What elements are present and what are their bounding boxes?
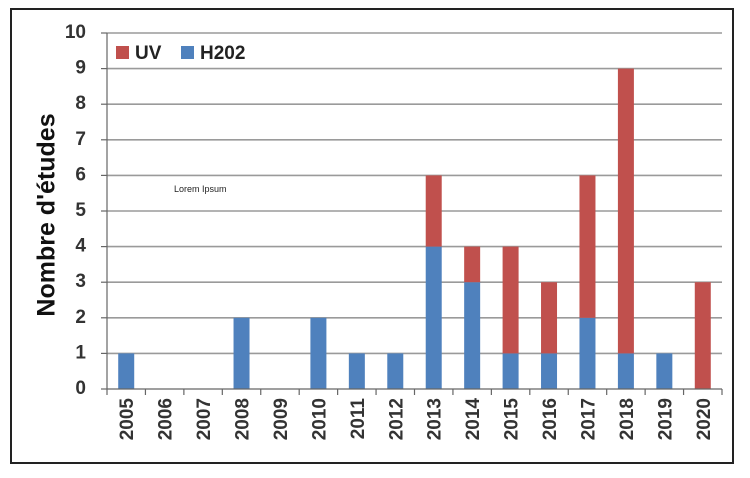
annotation-text: Lorem Ipsum: [174, 184, 227, 194]
bar-h202-2016: [541, 353, 558, 389]
x-tick-label: 2005: [117, 398, 138, 441]
y-tick-label: 10: [65, 22, 86, 43]
y-axis-ticks: 0 1 2 3 4 5 6 7 8 9 10: [65, 22, 87, 399]
bar-uv-2020: [694, 282, 711, 389]
y-tick-label: 1: [75, 342, 86, 363]
y-tick-label: 2: [75, 307, 86, 328]
bar-uv-2013: [425, 175, 442, 247]
legend-swatch-uv: [116, 46, 129, 59]
x-tick-label: 2013: [425, 398, 446, 440]
bar-uv-2018: [617, 68, 634, 354]
bar-h202-2018: [617, 353, 634, 389]
bar-h202-2013: [425, 246, 442, 389]
bar-h202-2012: [387, 353, 404, 389]
legend-label-h202: H202: [200, 43, 245, 64]
x-tick-label: 2018: [617, 398, 638, 440]
bar-uv-2015: [502, 246, 519, 354]
y-axis-label: Nombre d'études: [33, 113, 61, 316]
legend-swatch-h202: [181, 46, 194, 59]
x-tick-label: 2008: [233, 398, 254, 440]
bar-h202-2017: [579, 317, 596, 389]
y-tick-label: 7: [75, 129, 86, 150]
x-tick-label: 2019: [655, 398, 676, 440]
bar-h202-2019: [656, 353, 673, 389]
bar-h202-2005: [118, 353, 135, 389]
y-tick-label: 8: [75, 93, 86, 114]
y-tick-label: 4: [75, 236, 86, 257]
x-tick-label: 2012: [386, 398, 407, 440]
legend: UV H202: [116, 43, 245, 64]
x-axis-ticks: 2005 2006 2007 2008 2009 2010 2011 2012 2013 2014…: [117, 398, 715, 441]
y-tick-label: 6: [75, 164, 86, 185]
bar-uv-2014: [464, 246, 481, 283]
bar-h202-2011: [348, 353, 365, 389]
legend-label-uv: UV: [135, 43, 162, 64]
axes: [101, 32, 723, 395]
y-tick-label: 3: [75, 271, 86, 292]
bar-h202-2010: [310, 317, 327, 389]
bar-uv-2016: [541, 282, 558, 354]
x-tick-label: 2009: [271, 398, 292, 440]
y-tick-label: 5: [75, 200, 86, 221]
x-tick-label: 2017: [578, 398, 599, 440]
x-tick-label: 2016: [540, 398, 561, 440]
x-tick-label: 2011: [348, 398, 369, 440]
bar-uv-2017: [579, 175, 596, 318]
y-tick-label: 9: [75, 58, 86, 79]
x-tick-label: 2010: [309, 398, 330, 440]
bar-h202-2014: [464, 282, 481, 389]
bar-h202-2008: [233, 317, 250, 389]
bars: [118, 68, 711, 389]
x-tick-label: 2014: [463, 398, 484, 441]
x-tick-label: 2007: [194, 398, 215, 440]
x-tick-label: 2020: [694, 398, 715, 440]
x-tick-label: 2006: [156, 398, 177, 440]
y-tick-label: 0: [75, 378, 86, 399]
x-tick-label: 2015: [502, 398, 523, 441]
bar-h202-2015: [502, 353, 519, 389]
